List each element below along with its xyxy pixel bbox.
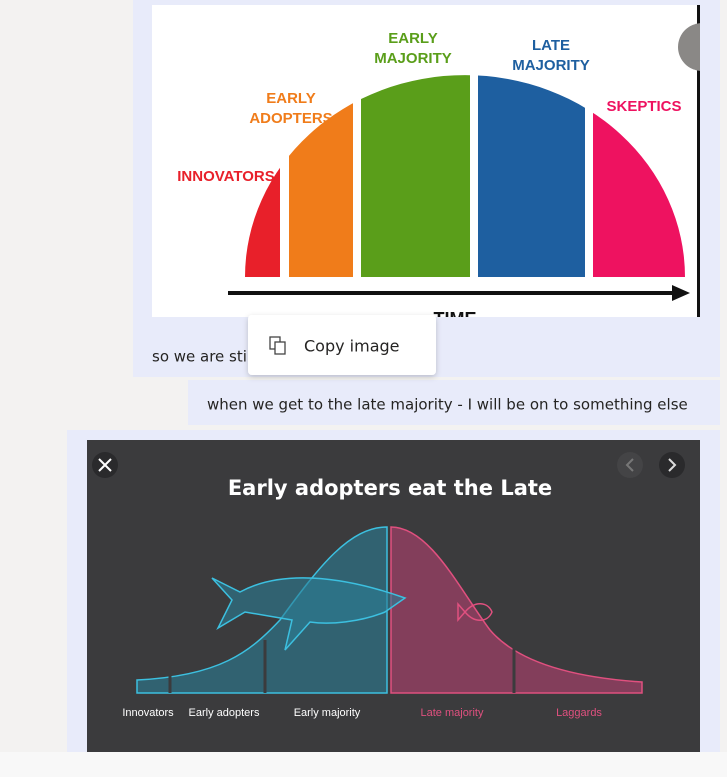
shark (211, 577, 407, 651)
segment (478, 75, 585, 277)
label: Late majority (421, 707, 484, 719)
label: MAJORITY (374, 50, 452, 67)
fish (457, 602, 493, 622)
label: Innovators (122, 707, 174, 719)
label: Early majority (294, 707, 361, 719)
image-edge (697, 5, 700, 317)
message-text: when we get to the late majority - I wil… (207, 396, 688, 414)
menu-item[interactable]: Copy image (269, 336, 400, 356)
image-title: Early adopters eat the Late (228, 476, 552, 500)
label: Early adopters (189, 707, 260, 719)
segment (361, 75, 470, 277)
compose-strip (0, 752, 727, 777)
image-action-button[interactable] (678, 23, 726, 71)
curve-left (136, 526, 388, 694)
prev-icon (625, 458, 634, 472)
label: LATE (532, 37, 570, 54)
label: Laggards (556, 707, 602, 719)
dome (245, 75, 685, 277)
next-button[interactable] (659, 452, 685, 478)
arrow-head (672, 285, 690, 301)
next-icon (668, 458, 677, 472)
menu-item-label: Copy image (304, 337, 400, 356)
label: INNOVATORS (177, 168, 275, 185)
copy-icon (274, 341, 286, 355)
image[interactable]: INNOVATORS EARLY ADOPTERS EARLY MAJORITY… (152, 5, 726, 329)
message-text: so we are sti (152, 348, 247, 366)
menu-bg (248, 315, 436, 375)
context-menu (248, 315, 436, 375)
label: ADOPTERS (249, 110, 332, 127)
message-bubble (188, 380, 720, 425)
prev-button[interactable] (617, 452, 643, 478)
close-icon (98, 458, 112, 472)
image[interactable]: Early adopters eat the Late Innovators E… (87, 440, 700, 752)
curve-right (390, 526, 643, 694)
label: EARLY (266, 90, 315, 107)
label: SKEPTICS (606, 98, 681, 115)
axis-label: TIME (434, 309, 477, 329)
label: EARLY (388, 30, 437, 47)
label: MAJORITY (512, 57, 590, 74)
